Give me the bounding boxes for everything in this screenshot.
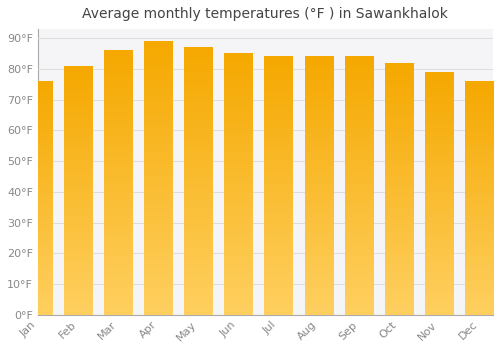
Title: Average monthly temperatures (°F ) in Sawankhalok: Average monthly temperatures (°F ) in Sa… xyxy=(82,7,448,21)
